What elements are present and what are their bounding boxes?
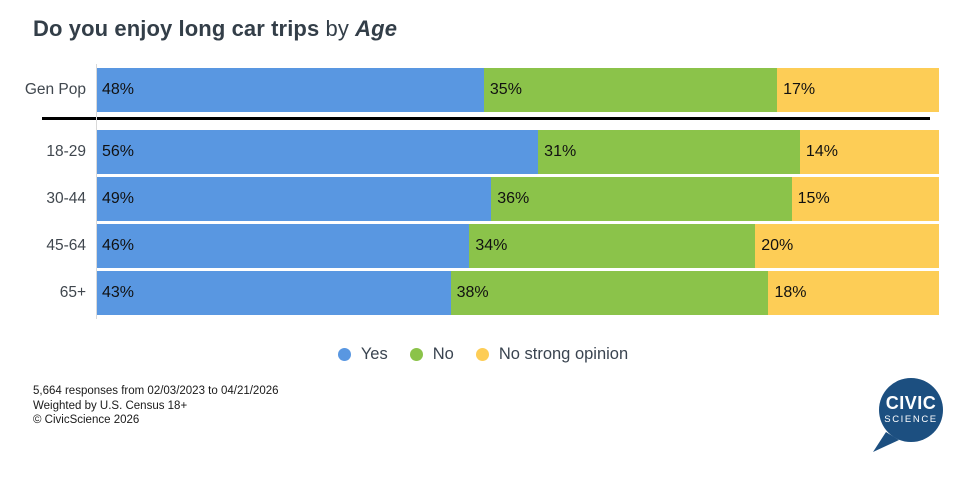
bar-segment-yes: 48%: [96, 68, 484, 112]
legend-dot: [475, 348, 489, 361]
stacked-bar: 46% 34% 20%: [96, 224, 939, 268]
stacked-bar: 56% 31% 14%: [96, 130, 939, 174]
bar-segment-no: 36%: [491, 177, 792, 221]
legend-dot: [337, 348, 351, 361]
bar-segment-yes: 49%: [96, 177, 492, 221]
chart-row: 18-29 56% 31% 14%: [14, 130, 939, 174]
legend-label: No: [432, 345, 454, 363]
chart-row: 65+ 43% 38% 18%: [14, 271, 939, 315]
footer-weighting: Weighted by U.S. Census 18+: [33, 399, 188, 412]
category-label: 18-29: [46, 143, 86, 160]
segment-value-label: 34%: [475, 237, 508, 254]
chart-title-breakout: Age: [355, 16, 398, 41]
legend-item-no: No: [409, 345, 454, 364]
stacked-bar: 49% 36% 15%: [96, 177, 940, 221]
bar-segment-no: 31%: [538, 130, 800, 174]
legend: Yes No No strong opinion: [0, 345, 966, 364]
stacked-bar: 48% 35% 17%: [96, 68, 940, 112]
segment-value-label: 36%: [497, 190, 530, 207]
stacked-bar-chart: Gen Pop 48% 35% 17% 18-29 56% 31% 14% 30-44 49% 36…: [14, 64, 940, 319]
segment-value-label: 43%: [102, 284, 135, 301]
segment-value-label: 31%: [544, 143, 577, 160]
bar-segment-no: 35%: [483, 68, 778, 112]
bar-segment-no: 38%: [450, 271, 769, 315]
segment-value-label: 20%: [761, 237, 794, 254]
segment-value-label: 56%: [102, 143, 135, 160]
legend-item-no-strong-opinion: No strong opinion: [475, 345, 629, 364]
footer-notes: 5,664 responses from 02/03/2023 to 04/21…: [33, 384, 279, 428]
segment-value-label: 35%: [489, 81, 522, 98]
bar-segment-no-strong-opinion: 14%: [799, 130, 939, 174]
bar-segment-yes: 43%: [96, 271, 451, 315]
speech-bubble-icon: CIVIC SCIENCE: [873, 378, 943, 452]
footer-copyright: © CivicScience 2026: [33, 414, 140, 426]
bar-segment-yes: 46%: [96, 224, 470, 268]
footer-row: 5,664 responses from 02/03/2023 to 04/21…: [33, 378, 946, 461]
bar-segment-no-strong-opinion: 17%: [777, 68, 940, 112]
bar-segment-no-strong-opinion: 18%: [768, 271, 939, 315]
segment-value-label: 48%: [102, 81, 135, 98]
legend-label: Yes: [360, 345, 388, 363]
bar-segment-no: 34%: [469, 224, 756, 268]
stacked-bar: 43% 38% 18%: [96, 271, 939, 315]
footer-responses: 5,664 responses from 02/03/2023 to 04/21…: [33, 385, 279, 397]
chart-row: Gen Pop 48% 35% 17%: [14, 68, 940, 112]
segment-value-label: 15%: [797, 190, 830, 207]
chart-row: 30-44 49% 36% 15%: [14, 177, 940, 221]
logo-text-science: SCIENCE: [884, 414, 937, 425]
logo-text-civic: CIVIC: [886, 393, 937, 413]
segment-value-label: 17%: [783, 81, 816, 98]
legend-label: No strong opinion: [498, 345, 629, 363]
category-label: 45-64: [46, 237, 86, 254]
segment-value-label: 18%: [774, 284, 807, 301]
chart-title-connector: by: [319, 16, 356, 41]
segment-value-label: 14%: [805, 143, 838, 160]
segment-value-label: 38%: [456, 284, 489, 301]
chart-title-question: Do you enjoy long car trips: [33, 16, 320, 41]
chart-row: 45-64 46% 34% 20%: [14, 224, 939, 268]
category-label: Gen Pop: [24, 81, 86, 98]
category-label: 65+: [59, 284, 86, 301]
chart-rows: Gen Pop 48% 35% 17% 18-29 56% 31% 14% 30-44 49% 36…: [14, 68, 940, 315]
legend-item-yes: Yes: [337, 345, 388, 364]
civicscience-logo: CIVIC SCIENCE: [868, 376, 946, 461]
segment-value-label: 46%: [102, 237, 135, 254]
bar-segment-no-strong-opinion: 15%: [791, 177, 940, 221]
bar-segment-yes: 56%: [96, 130, 539, 174]
baseline-axis: [96, 64, 97, 319]
segment-value-label: 49%: [102, 190, 135, 207]
chart-title: Do you enjoy long car trips by Age: [33, 16, 966, 42]
legend-dot: [409, 348, 423, 361]
category-label: 30-44: [46, 190, 86, 207]
bar-segment-no-strong-opinion: 20%: [755, 224, 939, 268]
genpop-divider: [42, 117, 930, 120]
